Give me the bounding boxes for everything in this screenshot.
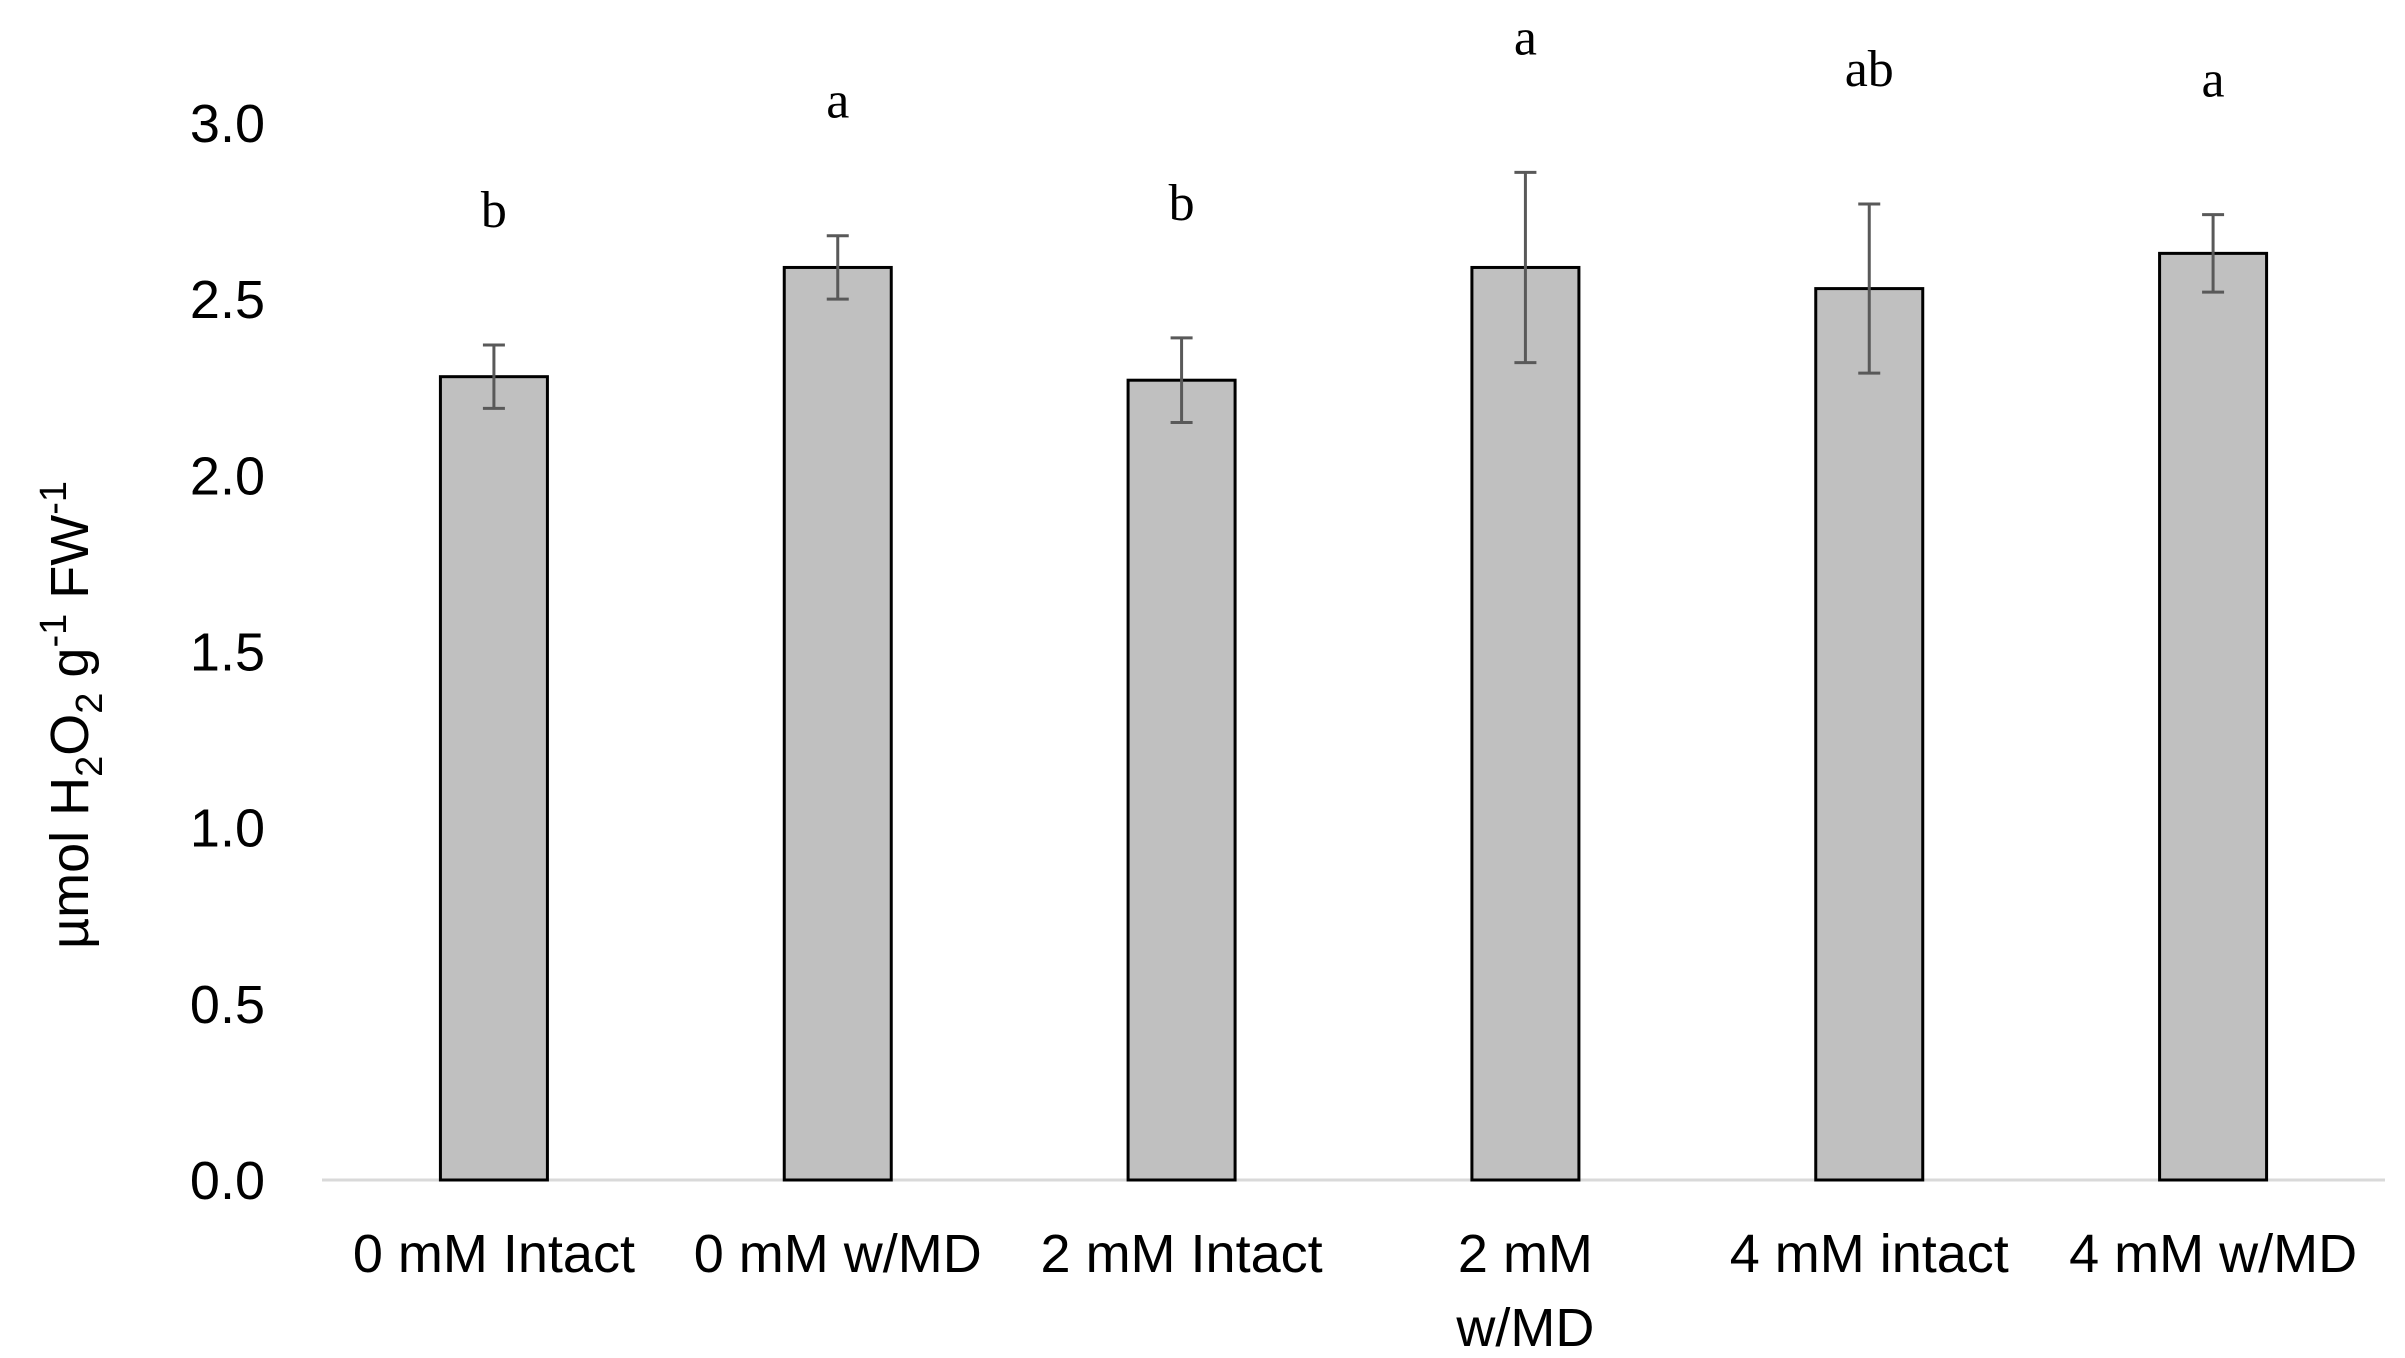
category-label: 0 mM w/MD — [694, 1224, 982, 1284]
y-tick-label: 0.0 — [190, 1151, 265, 1211]
bar — [782, 265, 893, 1182]
significance-letter: ab — [1845, 41, 1894, 98]
category-labels: 0 mM Intact 0 mM w/MD 2 mM Intact 2 mM w/MD 4… — [353, 1224, 2357, 1358]
category-label: 0 mM Intact — [353, 1224, 635, 1284]
y-axis-label: µmol H2O2 g-1 FW-1 — [33, 481, 111, 949]
y-tick-label: 0.5 — [190, 975, 265, 1035]
significance-letter: b — [481, 182, 507, 239]
category-label: 4 mM intact — [1730, 1224, 2009, 1284]
category-label: 2 mM Intact — [1041, 1224, 1323, 1284]
bar — [1126, 378, 1237, 1182]
y-tick-label: 2.0 — [190, 446, 265, 506]
category-label: 4 mM w/MD — [2069, 1224, 2357, 1284]
y-tick-label: 1.5 — [190, 623, 265, 683]
bar — [438, 375, 549, 1182]
y-axis-ticks: 0.0 0.5 1.0 1.5 2.0 2.5 3.0 — [190, 94, 265, 1211]
significance-letter: a — [1514, 9, 1537, 66]
bar — [2158, 251, 2269, 1182]
category-label: 2 mM w/MD — [1455, 1224, 1594, 1358]
y-tick-label: 1.0 — [190, 799, 265, 859]
significance-letter: a — [826, 73, 849, 130]
bar — [1470, 265, 1581, 1182]
bar — [1814, 287, 1925, 1182]
y-tick-label: 2.5 — [190, 270, 265, 330]
significance-letter: b — [1169, 175, 1195, 232]
y-tick-label: 3.0 — [190, 94, 265, 154]
significance-letter: a — [2202, 52, 2225, 109]
